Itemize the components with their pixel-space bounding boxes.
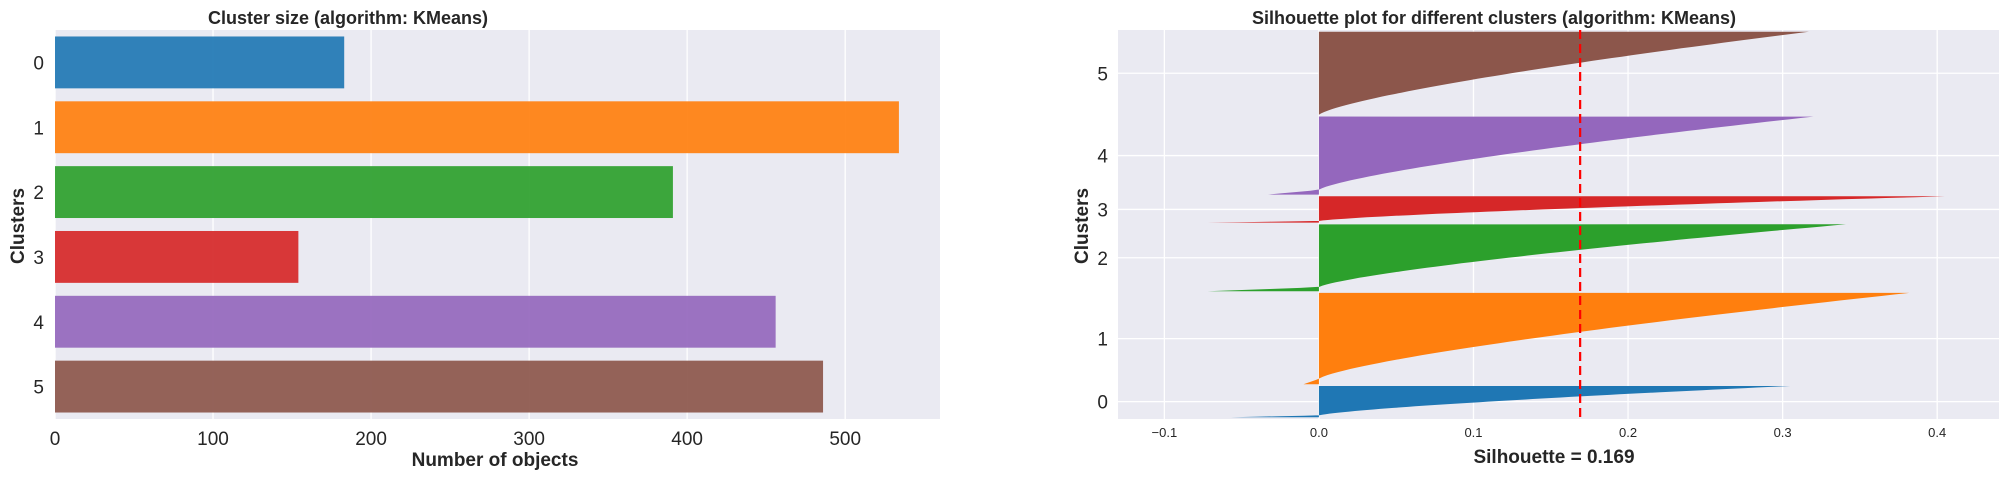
cluster-size-ytick-label: 3 [33,248,44,269]
silhouette-area-cluster-1 [1303,292,1910,385]
silhouette-grid [1118,30,1999,419]
cluster-size-xtick-label: 300 [513,429,545,450]
silhouette-chart: −0.1 0.0 0.1 0.2 0.3 0.4 0 1 2 3 4 5 Silhouette plo… [1072,8,1999,468]
cluster-size-ytick-label: 5 [33,378,44,399]
cluster-size-xtick-label: 400 [671,429,703,450]
silhouette-xtick-label: 0.4 [1928,425,1946,440]
silhouette-area-cluster-0 [1230,385,1791,418]
silhouette-ytick-label: 0 [1097,393,1108,414]
cluster-size-bars [55,36,899,413]
silhouette-ytick-label: 5 [1097,64,1108,85]
cluster-size-ytick-label: 2 [33,183,44,204]
bar-cluster-2 [55,166,673,219]
cluster-size-chart: 0 100 200 300 400 500 0 1 2 3 4 5 Cluster size (alg… [8,8,940,471]
cluster-size-ylabel: Clusters [8,188,29,264]
silhouette-ticks: −0.1 0.0 0.1 0.2 0.3 0.4 0 1 2 3 4 5 [1097,64,1946,440]
cluster-size-xtick-label: 200 [355,429,387,450]
cluster-size-xlabel: Number of objects [412,450,579,471]
silhouette-ytick-label: 3 [1097,200,1108,221]
silhouette-xtick-label: 0.2 [1619,425,1637,440]
cluster-size-grid [54,30,846,419]
silhouette-title: Silhouette plot for different clusters (… [1252,8,1736,28]
cluster-size-title: Cluster size (algorithm: KMeans) [208,8,488,28]
cluster-size-xtick-label: 100 [197,429,229,450]
silhouette-ytick-label: 4 [1097,147,1108,168]
silhouette-xlabel: Silhouette = 0.169 [1473,447,1634,468]
silhouette-area-cluster-4 [1267,116,1814,195]
silhouette-area-cluster-2 [1207,224,1846,292]
silhouette-areas [1207,31,1945,418]
cluster-size-ytick-label: 4 [33,313,44,334]
bar-cluster-5 [55,360,824,413]
cluster-size-xtick-label: 500 [829,429,861,450]
cluster-size-plot-area [55,30,940,419]
bar-cluster-3 [55,230,299,283]
silhouette-xtick-label: 0.3 [1774,425,1792,440]
bar-cluster-0 [55,36,345,89]
cluster-size-ytick-label: 1 [33,118,44,139]
silhouette-xtick-label: 0.1 [1464,425,1482,440]
silhouette-ytick-label: 2 [1097,249,1108,270]
silhouette-xtick-label: −0.1 [1152,425,1178,440]
silhouette-area-cluster-3 [1207,196,1945,223]
cluster-size-ytick-label: 0 [33,53,44,74]
silhouette-ylabel: Clusters [1072,188,1093,264]
bar-cluster-4 [55,295,776,348]
silhouette-area-cluster-5 [1318,31,1809,115]
cluster-size-xtick-label: 0 [50,429,61,450]
silhouette-ytick-label: 1 [1097,330,1108,351]
bar-cluster-1 [55,101,899,154]
silhouette-xtick-label: 0.0 [1310,425,1328,440]
cluster-size-ticks: 0 100 200 300 400 500 0 1 2 3 4 5 [33,53,861,450]
